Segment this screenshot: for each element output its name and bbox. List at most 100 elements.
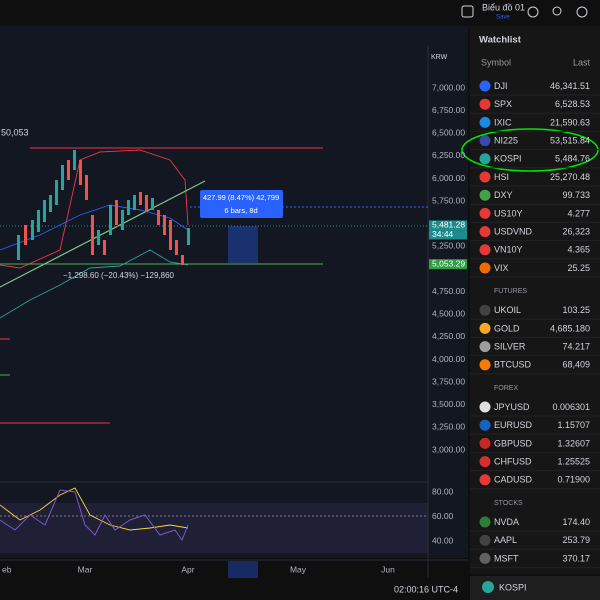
price-label: 7,000.00 xyxy=(432,82,465,92)
symbol[interactable]: GBPUSD xyxy=(494,438,533,448)
price-label: 5,250.00 xyxy=(432,241,465,251)
icon[interactable] xyxy=(527,6,539,18)
symbol[interactable]: VN10Y xyxy=(494,245,523,255)
candle xyxy=(24,225,27,245)
symbol-badge xyxy=(479,262,491,274)
candle xyxy=(127,200,130,215)
measure-text: −1,298.60 (−20.43%) −129,860 xyxy=(63,271,175,280)
layout-icon[interactable] xyxy=(461,5,474,18)
candle xyxy=(79,160,82,185)
symbol-badge xyxy=(479,341,491,353)
column-header: Symbol xyxy=(481,57,511,67)
price-label: 4,750.00 xyxy=(432,286,465,296)
section-header[interactable]: STOCKS xyxy=(494,500,523,507)
time-label: Jun xyxy=(381,564,395,574)
watchlist-title[interactable]: Watchlist xyxy=(479,35,522,46)
last-price[interactable]: 1.15707 xyxy=(557,420,590,430)
symbol[interactable]: SPX xyxy=(494,99,512,109)
candle xyxy=(157,210,160,225)
last-price[interactable]: 68,409 xyxy=(562,360,590,370)
price-label: 5,750.00 xyxy=(432,195,465,205)
indicator-label: 80.00 xyxy=(432,486,454,496)
search-icon[interactable] xyxy=(552,6,562,16)
symbol-badge xyxy=(479,80,491,92)
symbol[interactable]: DXY xyxy=(494,190,513,200)
last-price[interactable]: 26,323 xyxy=(562,226,590,236)
price-tag-label: 5,481.28 xyxy=(432,220,465,230)
last-price[interactable]: 4,685.180 xyxy=(550,323,590,333)
last-price[interactable]: 0.71900 xyxy=(557,475,590,485)
price-label: 4,250.00 xyxy=(432,331,465,341)
indicator-label: 60.00 xyxy=(432,511,454,521)
candle xyxy=(139,192,142,205)
symbol[interactable]: JPYUSD xyxy=(494,402,530,412)
footer-symbol[interactable]: KOSPI xyxy=(499,582,527,592)
candle xyxy=(73,150,76,170)
symbol-badge xyxy=(482,581,494,593)
price-label: 4,500.00 xyxy=(432,309,465,319)
last-price[interactable]: 4.365 xyxy=(567,245,590,255)
settings-icon[interactable] xyxy=(576,6,588,18)
last-price[interactable]: 1.25525 xyxy=(557,456,590,466)
last-price[interactable]: 74.217 xyxy=(562,341,590,351)
symbol[interactable]: BTCUSD xyxy=(494,360,532,370)
symbol[interactable]: KOSPI xyxy=(494,154,522,164)
symbol-badge xyxy=(479,401,491,413)
symbol-badge xyxy=(479,419,491,431)
symbol[interactable]: GOLD xyxy=(494,323,520,333)
last-price[interactable]: 0.006301 xyxy=(552,402,590,412)
last-price[interactable]: 103.25 xyxy=(562,305,590,315)
indicator-label: 40.00 xyxy=(432,535,454,545)
symbol[interactable]: DJI xyxy=(494,81,508,91)
symbol[interactable]: US10Y xyxy=(494,208,523,218)
symbol-badge xyxy=(479,359,491,371)
last-price[interactable]: 21,590.63 xyxy=(550,117,590,127)
last-price[interactable]: 253.79 xyxy=(562,535,590,545)
symbol[interactable]: CHFUSD xyxy=(494,456,532,466)
last-price[interactable]: 25.25 xyxy=(567,263,590,273)
section-header[interactable]: FUTURES xyxy=(494,288,527,295)
candle xyxy=(163,215,166,235)
countdown-tag xyxy=(429,230,467,240)
last-price[interactable]: 1.32607 xyxy=(557,438,590,448)
symbol[interactable]: HSI xyxy=(494,172,509,182)
measure-box xyxy=(200,190,283,218)
last-price[interactable]: 5,484.76 xyxy=(555,154,590,164)
symbol-badge xyxy=(479,516,491,528)
symbol[interactable]: AAPL xyxy=(494,535,517,545)
layout-name[interactable]: Biểu đồ 01 xyxy=(482,2,525,12)
last-price[interactable]: 4.277 xyxy=(567,208,590,218)
symbol[interactable]: USDVND xyxy=(494,226,533,236)
last-price[interactable]: 25,270.48 xyxy=(550,172,590,182)
measure-text: 427.99 (8.47%) 42,799 xyxy=(203,193,279,202)
countdown: 34:44 xyxy=(432,229,454,239)
candle xyxy=(121,210,124,230)
section-header[interactable]: FOREX xyxy=(494,385,518,392)
symbol[interactable]: EURUSD xyxy=(494,420,533,430)
symbol[interactable]: NI225 xyxy=(494,135,518,145)
last-price[interactable]: 99.733 xyxy=(562,190,590,200)
symbol[interactable]: MSFT xyxy=(494,553,519,563)
price-label: 4,000.00 xyxy=(432,354,465,364)
last-price[interactable]: 46,341.51 xyxy=(550,81,590,91)
price-label: 6,250.00 xyxy=(432,150,465,160)
symbol[interactable]: NVDA xyxy=(494,517,519,527)
symbol-badge xyxy=(479,226,491,238)
save-button[interactable]: Save xyxy=(496,15,510,21)
last-price[interactable]: 370.17 xyxy=(562,553,590,563)
symbol[interactable]: VIX xyxy=(494,263,509,273)
symbol[interactable]: IXIC xyxy=(494,117,512,127)
last-price[interactable]: 174.40 xyxy=(562,517,590,527)
candle xyxy=(85,175,88,200)
candle xyxy=(97,230,100,245)
symbol[interactable]: UKOIL xyxy=(494,305,521,315)
last-price[interactable]: 6,528.53 xyxy=(555,99,590,109)
symbol[interactable]: SILVER xyxy=(494,341,526,351)
watchlist-panel xyxy=(470,26,600,574)
symbol[interactable]: CADUSD xyxy=(494,475,533,485)
last-price[interactable]: 53,515.84 xyxy=(550,135,590,145)
symbol-badge xyxy=(479,135,491,147)
candle xyxy=(103,240,106,255)
